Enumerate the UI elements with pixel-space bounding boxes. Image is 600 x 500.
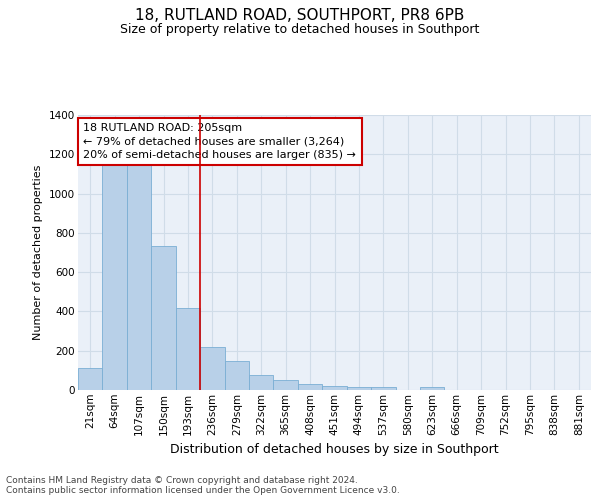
Bar <box>420 388 445 390</box>
X-axis label: Distribution of detached houses by size in Southport: Distribution of detached houses by size … <box>170 443 499 456</box>
Bar <box>298 384 322 390</box>
Bar <box>78 368 103 390</box>
Bar <box>274 380 298 390</box>
Bar <box>127 164 151 390</box>
Text: Contains HM Land Registry data © Crown copyright and database right 2024.
Contai: Contains HM Land Registry data © Crown c… <box>6 476 400 495</box>
Bar <box>322 386 347 390</box>
Text: 18 RUTLAND ROAD: 205sqm
← 79% of detached houses are smaller (3,264)
20% of semi: 18 RUTLAND ROAD: 205sqm ← 79% of detache… <box>83 123 356 160</box>
Bar <box>176 308 200 390</box>
Text: Size of property relative to detached houses in Southport: Size of property relative to detached ho… <box>121 22 479 36</box>
Text: 18, RUTLAND ROAD, SOUTHPORT, PR8 6PB: 18, RUTLAND ROAD, SOUTHPORT, PR8 6PB <box>136 8 464 22</box>
Bar <box>249 376 274 390</box>
Bar <box>371 387 395 390</box>
Bar <box>151 246 176 390</box>
Bar <box>224 360 249 390</box>
Bar <box>103 163 127 390</box>
Bar <box>347 387 371 390</box>
Y-axis label: Number of detached properties: Number of detached properties <box>34 165 43 340</box>
Bar <box>200 347 224 390</box>
